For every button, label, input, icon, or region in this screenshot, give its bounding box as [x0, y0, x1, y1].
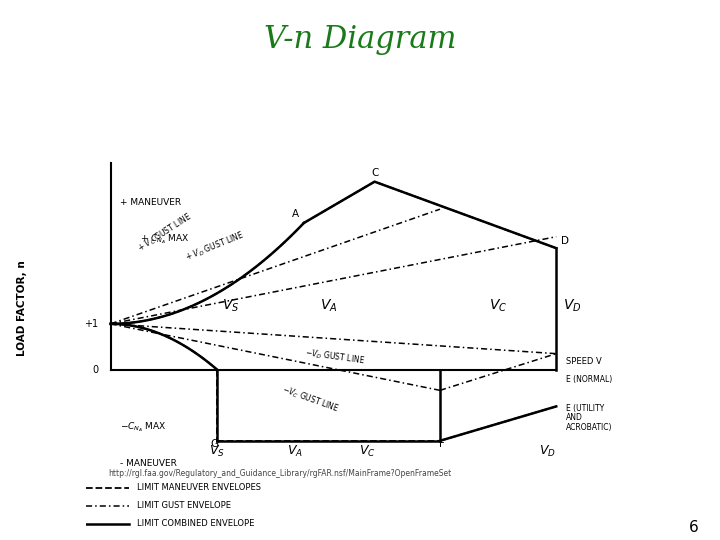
Text: $V_D$: $V_D$	[564, 298, 582, 314]
Text: A: A	[292, 210, 299, 219]
Text: $V_D$: $V_D$	[539, 443, 557, 458]
Text: $-V_C$ GUST LINE: $-V_C$ GUST LINE	[280, 383, 341, 416]
Text: + $V_D$ GUST LINE: + $V_D$ GUST LINE	[184, 229, 246, 264]
Text: C: C	[371, 168, 378, 178]
Text: $V_A$: $V_A$	[320, 298, 338, 314]
Text: http://rgl.faa.gov/Regulatory_and_Guidance_Library/rgFAR.nsf/MainFrame?OpenFrame: http://rgl.faa.gov/Regulatory_and_Guidan…	[108, 469, 451, 478]
Text: + $C_{N_A}$ MAX: + $C_{N_A}$ MAX	[140, 232, 189, 246]
Text: E (UTILITY: E (UTILITY	[566, 404, 604, 413]
Text: D: D	[561, 235, 569, 246]
Text: LIMIT GUST ENVELOPE: LIMIT GUST ENVELOPE	[137, 501, 231, 510]
Text: $-C_{N_A}$ MAX: $-C_{N_A}$ MAX	[120, 420, 167, 434]
Text: G: G	[211, 439, 219, 449]
Text: ACROBATIC): ACROBATIC)	[566, 422, 613, 431]
Text: 6: 6	[688, 519, 698, 535]
Text: SPEED V: SPEED V	[566, 357, 602, 366]
Text: AND: AND	[566, 414, 582, 422]
Text: $V_S$: $V_S$	[222, 298, 239, 314]
Text: +1: +1	[84, 319, 99, 329]
Text: LIMIT COMBINED ENVELOPE: LIMIT COMBINED ENVELOPE	[137, 519, 254, 528]
Text: + $V_C$ GUST LINE: + $V_C$ GUST LINE	[135, 211, 194, 255]
Text: 0: 0	[92, 364, 99, 375]
Text: E (NORMAL): E (NORMAL)	[566, 375, 612, 384]
Text: F: F	[439, 439, 446, 449]
Text: + MANEUVER: + MANEUVER	[120, 198, 181, 207]
Text: $V_C$: $V_C$	[489, 298, 508, 314]
Text: - MANEUVER: - MANEUVER	[120, 459, 177, 468]
Text: V-n Diagram: V-n Diagram	[264, 24, 456, 55]
Text: $V_C$: $V_C$	[359, 443, 376, 458]
Text: $V_A$: $V_A$	[287, 443, 302, 458]
Text: LOAD FACTOR, n: LOAD FACTOR, n	[17, 260, 27, 356]
Text: LIMIT MANEUVER ENVELOPES: LIMIT MANEUVER ENVELOPES	[137, 483, 261, 492]
Text: $V_S$: $V_S$	[210, 443, 225, 458]
Text: $-V_D$ GUST LINE: $-V_D$ GUST LINE	[305, 347, 366, 367]
